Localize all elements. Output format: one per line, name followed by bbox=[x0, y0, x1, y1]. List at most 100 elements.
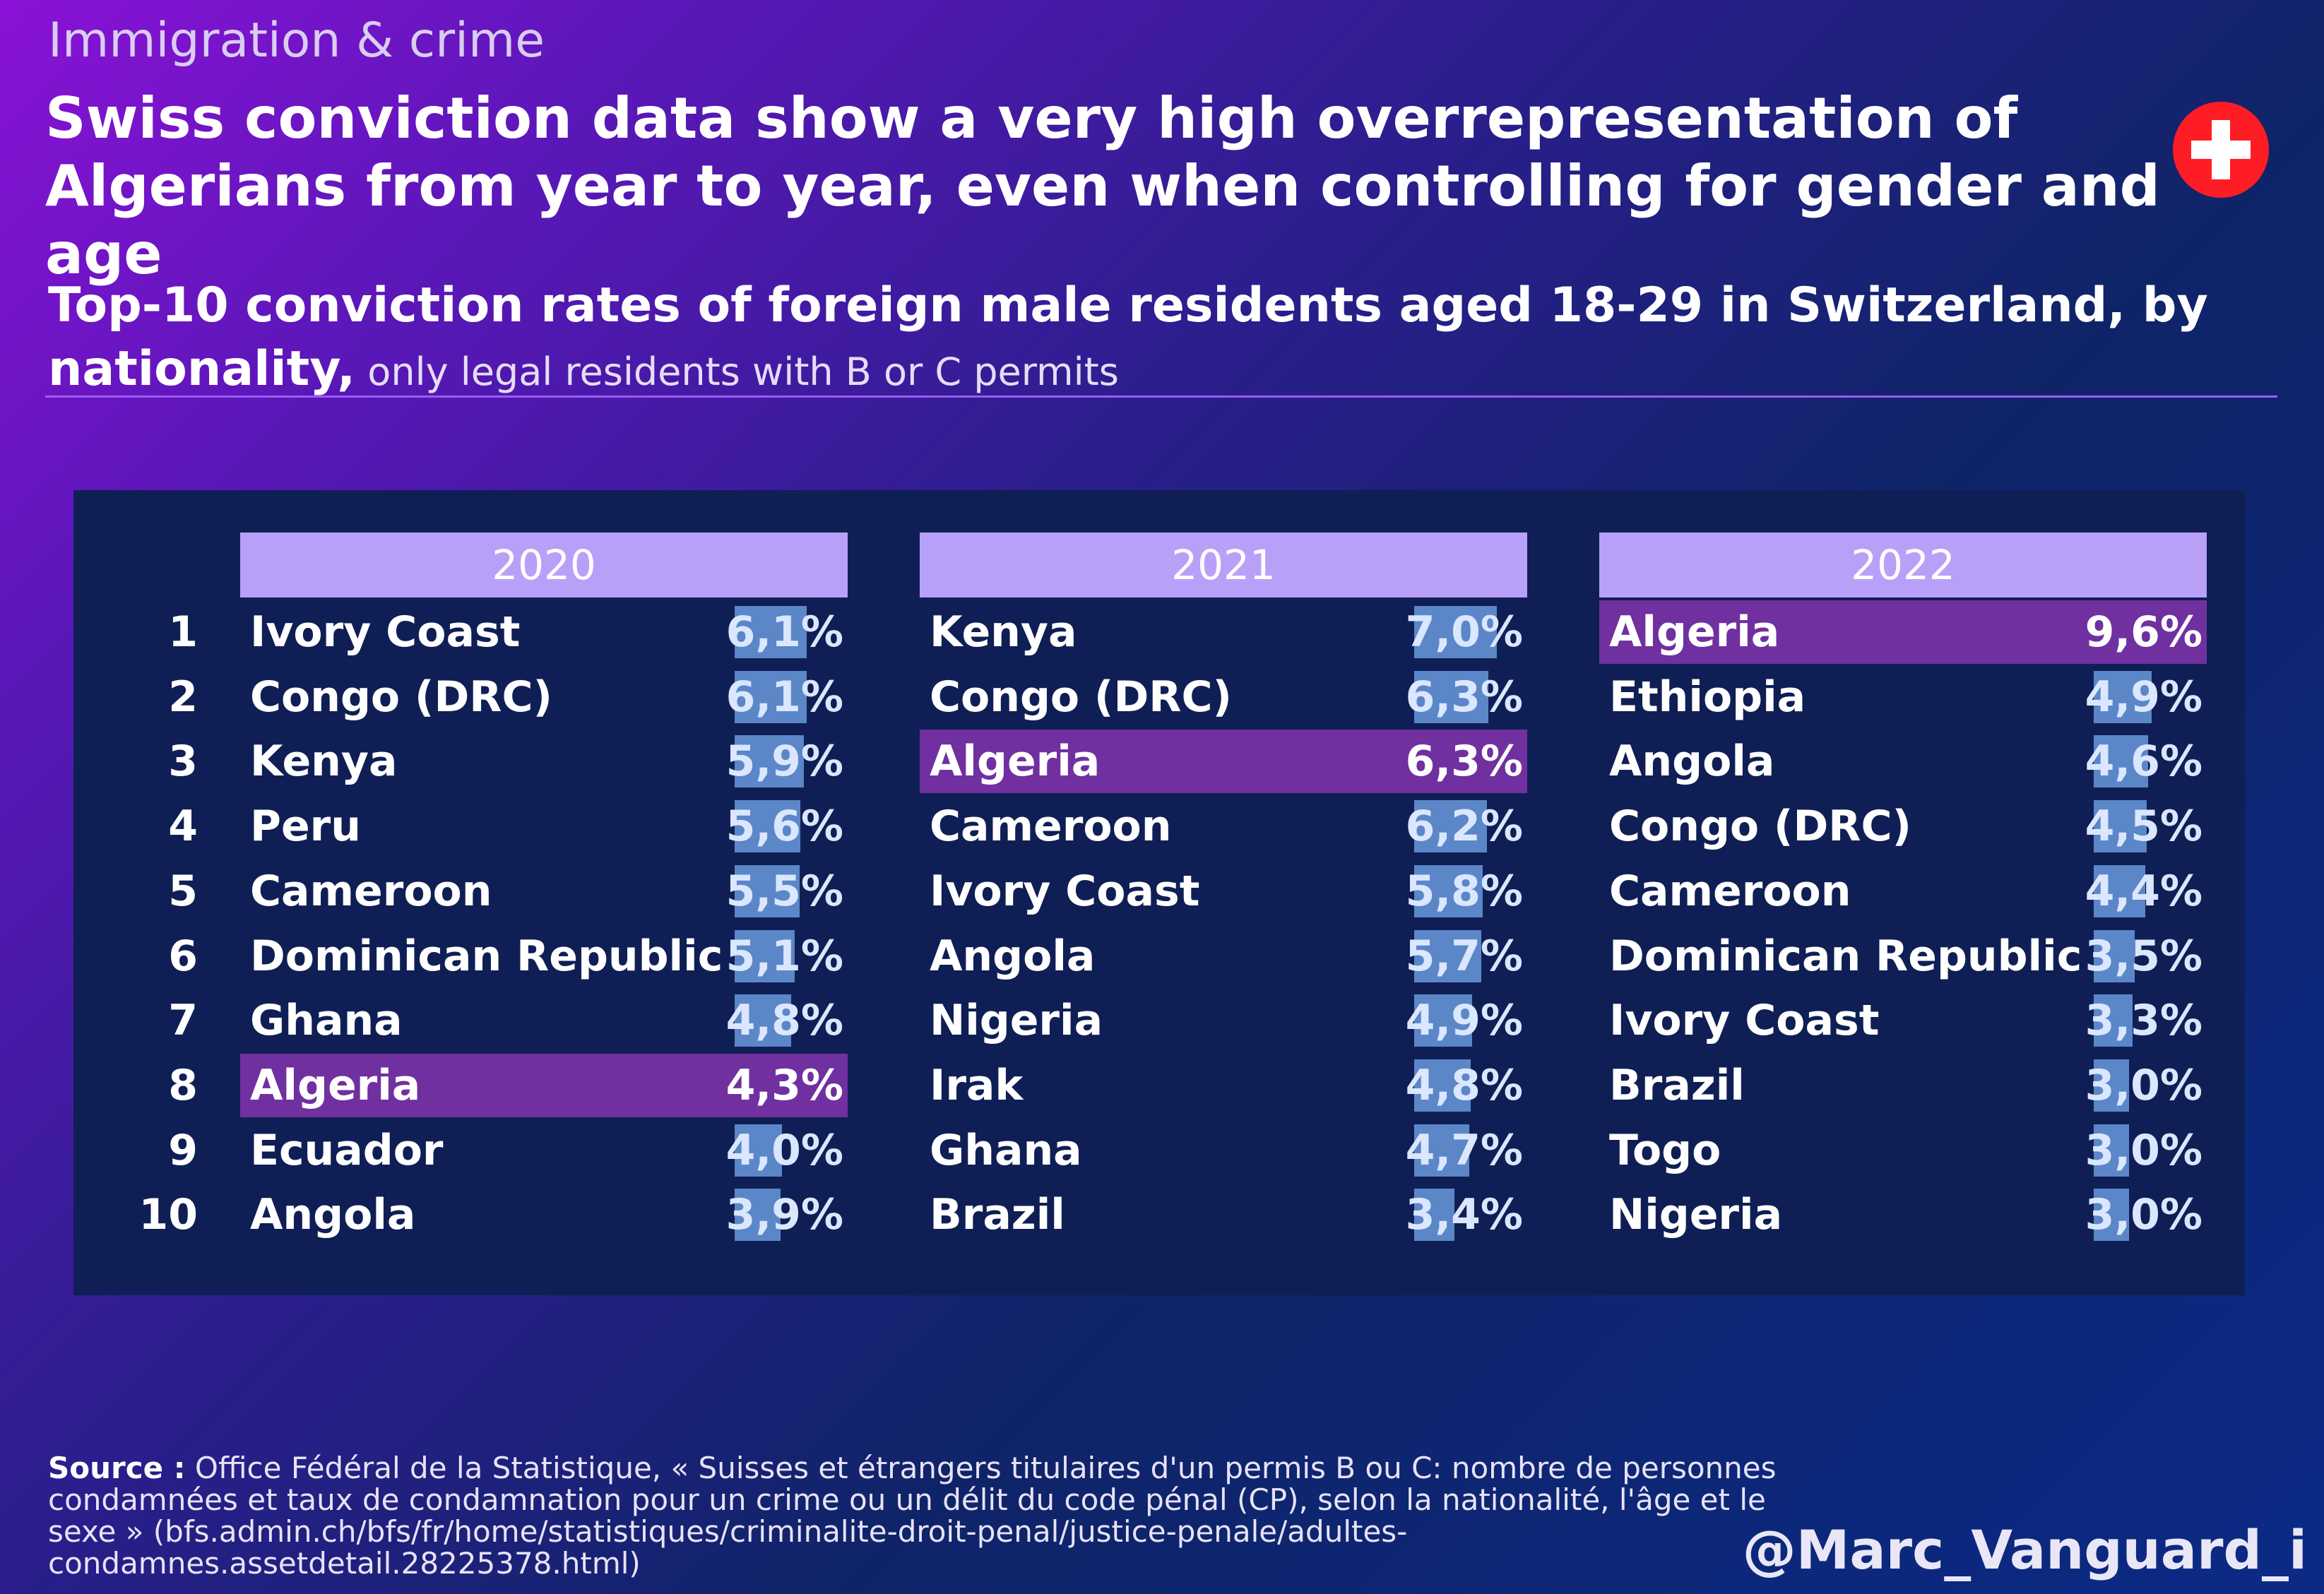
value-bar bbox=[1414, 994, 1472, 1047]
value-bar bbox=[2094, 1124, 2129, 1177]
rate-value: 4,3% bbox=[725, 1060, 843, 1110]
value-bar bbox=[735, 670, 807, 723]
value-bar bbox=[735, 994, 791, 1047]
year-header-2021: 2021 bbox=[920, 533, 1527, 597]
country-name: Congo (DRC) bbox=[1609, 802, 1911, 852]
value-bar bbox=[2094, 1059, 2129, 1112]
rate-value: 4,7% bbox=[1405, 1125, 1523, 1175]
rate-value: 5,6% bbox=[725, 802, 843, 852]
country-name: Nigeria bbox=[930, 996, 1103, 1046]
country-name: Algeria bbox=[1609, 607, 1780, 657]
value-bar bbox=[2094, 929, 2135, 982]
swiss-flag-icon bbox=[2173, 102, 2269, 198]
country-name: Dominican Republic bbox=[1609, 931, 2082, 981]
value-bar bbox=[2094, 864, 2146, 917]
rate-value: 5,7% bbox=[1405, 931, 1523, 981]
country-name: Cameroon bbox=[250, 866, 492, 916]
rate-value: 3,4% bbox=[1405, 1190, 1523, 1240]
rank-number: 7 bbox=[168, 996, 198, 1046]
rate-value: 6,1% bbox=[725, 607, 843, 657]
highlight-row bbox=[240, 1053, 848, 1117]
rate-value: 4,8% bbox=[1405, 1060, 1523, 1110]
value-bar bbox=[2094, 994, 2133, 1047]
rate-value: 7,0% bbox=[1405, 607, 1523, 657]
value-bar bbox=[2094, 1189, 2129, 1242]
year-header-2022: 2022 bbox=[1599, 533, 2207, 597]
rate-value: 6,2% bbox=[1405, 802, 1523, 852]
author-handle: @Marc_Vanguard_i bbox=[1742, 1518, 2307, 1581]
country-name: Ivory Coast bbox=[930, 866, 1200, 916]
rate-value: 6,3% bbox=[1405, 672, 1523, 722]
rate-value: 4,6% bbox=[2085, 737, 2203, 787]
rate-value: 3,9% bbox=[725, 1190, 843, 1240]
country-name: Dominican Republic bbox=[250, 931, 723, 981]
value-bar bbox=[1414, 606, 1497, 658]
country-name: Ghana bbox=[250, 996, 403, 1046]
country-name: Cameroon bbox=[930, 802, 1172, 852]
rank-number: 4 bbox=[168, 802, 198, 852]
rate-value: 5,5% bbox=[725, 866, 843, 916]
value-bar bbox=[2094, 800, 2147, 853]
rank-number: 5 bbox=[168, 866, 198, 916]
subtitle: Top-10 conviction rates of foreign male … bbox=[48, 274, 2273, 404]
value-bar bbox=[735, 864, 800, 917]
kicker: Immigration & crime bbox=[48, 13, 545, 69]
value-bar bbox=[735, 606, 807, 658]
source-note: Source : Office Fédéral de la Statistiqu… bbox=[48, 1452, 1814, 1579]
rank-number: 1 bbox=[168, 607, 198, 657]
value-bar bbox=[1414, 800, 1488, 853]
highlight-row bbox=[1599, 600, 2207, 664]
source-label: Source : bbox=[48, 1451, 186, 1485]
country-name: Algeria bbox=[930, 737, 1101, 787]
value-bar bbox=[735, 929, 795, 982]
rank-number: 3 bbox=[168, 737, 198, 787]
country-name: Ivory Coast bbox=[1609, 996, 1880, 1046]
rank-number: 8 bbox=[168, 1060, 198, 1110]
value-bar bbox=[735, 1189, 781, 1242]
subtitle-note: only legal residents with B or C permits bbox=[355, 350, 1119, 394]
country-name: Kenya bbox=[930, 607, 1077, 657]
highlight-row bbox=[920, 730, 1527, 794]
value-bar bbox=[1414, 670, 1488, 723]
rate-value: 4,4% bbox=[2085, 866, 2203, 916]
country-name: Ethiopia bbox=[1609, 672, 1806, 722]
rate-value: 6,1% bbox=[725, 672, 843, 722]
rate-value: 5,9% bbox=[725, 737, 843, 787]
rate-value: 4,8% bbox=[725, 996, 843, 1046]
value-bar bbox=[735, 1124, 782, 1177]
country-name: Brazil bbox=[1609, 1060, 1745, 1110]
value-bar bbox=[735, 800, 801, 853]
country-name: Congo (DRC) bbox=[930, 672, 1232, 722]
country-name: Angola bbox=[250, 1190, 416, 1240]
rank-number: 9 bbox=[168, 1125, 198, 1175]
country-name: Cameroon bbox=[1609, 866, 1851, 916]
rate-value: 3,0% bbox=[2085, 1190, 2203, 1240]
rate-value: 4,0% bbox=[725, 1125, 843, 1175]
rank-number: 6 bbox=[168, 931, 198, 981]
year-header-2020: 2020 bbox=[240, 533, 848, 597]
source-text: Office Fédéral de la Statistique, « Suis… bbox=[48, 1451, 1777, 1581]
country-name: Togo bbox=[1609, 1125, 1721, 1175]
rate-value: 4,9% bbox=[2085, 672, 2203, 722]
value-bar bbox=[2094, 735, 2148, 788]
value-bar bbox=[1414, 1124, 1470, 1177]
rate-value: 5,8% bbox=[1405, 866, 1523, 916]
value-bar bbox=[1414, 1189, 1454, 1242]
country-name: Angola bbox=[1609, 737, 1775, 787]
rank-number: 10 bbox=[138, 1190, 198, 1240]
rate-value: 3,0% bbox=[2085, 1125, 2203, 1175]
country-name: Peru bbox=[250, 802, 361, 852]
country-name: Algeria bbox=[250, 1060, 421, 1110]
rate-value: 6,3% bbox=[1405, 737, 1523, 787]
country-name: Ecuador bbox=[250, 1125, 444, 1175]
value-bar bbox=[735, 735, 805, 788]
headline: Swiss conviction data show a very high o… bbox=[45, 85, 2160, 287]
value-bar bbox=[1414, 929, 1481, 982]
country-name: Ghana bbox=[930, 1125, 1082, 1175]
country-name: Brazil bbox=[930, 1190, 1065, 1240]
value-bar bbox=[2094, 670, 2152, 723]
rate-value: 3,0% bbox=[2085, 1060, 2203, 1110]
country-name: Congo (DRC) bbox=[250, 672, 552, 722]
country-name: Angola bbox=[930, 931, 1096, 981]
country-name: Kenya bbox=[250, 737, 398, 787]
